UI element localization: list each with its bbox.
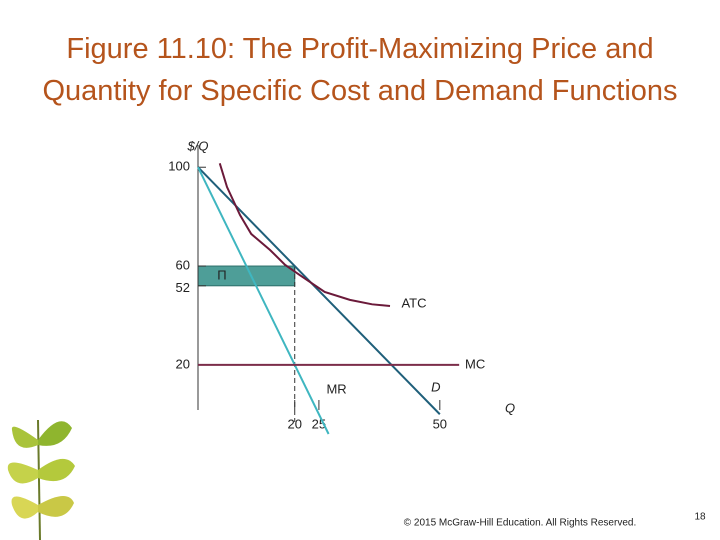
x-tick-label: 20 — [287, 416, 301, 431]
chart-title: Figure 11.10: The Profit-Maximizing Pric… — [42, 33, 678, 107]
y-tick-label: 52 — [176, 280, 190, 295]
x-axis-label: Q — [505, 400, 515, 415]
y-tick-label: 20 — [176, 356, 190, 371]
page-number: 18 — [694, 512, 706, 523]
copyright: © 2015 McGraw-Hill Education. All Rights… — [404, 518, 636, 529]
profit-label: Π — [217, 267, 226, 282]
series-line — [197, 166, 441, 415]
series-line — [218, 162, 391, 308]
series-label: MR — [326, 381, 346, 396]
ginkgo-decoration — [7, 419, 75, 540]
series-label: MC — [465, 356, 485, 371]
profit-area — [197, 265, 296, 287]
series-label: D — [431, 380, 440, 395]
series-label: ATC — [401, 295, 426, 310]
x-tick-label: 50 — [433, 416, 447, 431]
series-line — [197, 166, 330, 435]
y-tick-label: 100 — [168, 159, 190, 174]
y-axis-label: $/Q — [187, 138, 209, 153]
y-tick-label: 60 — [176, 257, 190, 272]
